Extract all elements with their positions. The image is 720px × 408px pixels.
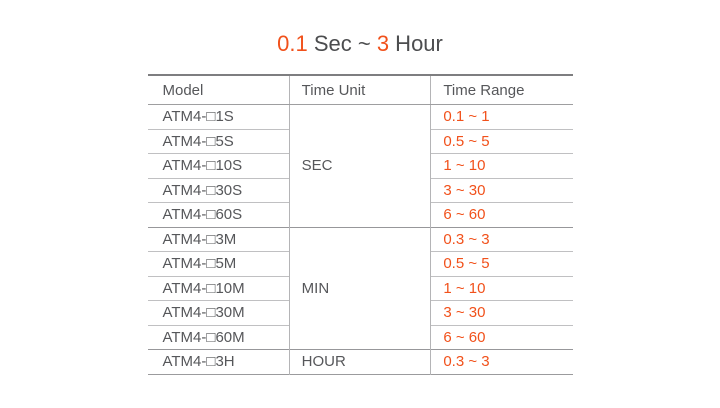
column-header-model: Model (147, 75, 290, 105)
table-row: ATM4-□5M 0.5 ~ 5 (147, 251, 573, 276)
table-row: ATM4-□30M 3 ~ 30 (147, 300, 573, 325)
unit-cell-hour: HOUR (288, 349, 431, 374)
range-cell: 6 ~ 60 (430, 202, 573, 227)
model-cell: ATM4-□10S (147, 153, 290, 178)
range-cell: 0.1 ~ 1 (430, 104, 573, 129)
model-cell: ATM4-□10M (147, 275, 290, 301)
model-cell: ATM4-□60S (147, 202, 290, 227)
table-row: ATM4-□3M MIN 0.3 ~ 3 (147, 226, 573, 350)
title-min-value: 0.1 (277, 31, 308, 56)
range-cell: 0.3 ~ 3 (430, 349, 573, 374)
column-header-time-unit: Time Unit (288, 75, 431, 105)
table-row: ATM4-□5S 0.5 ~ 5 (147, 128, 573, 154)
title-max-unit: Hour (389, 31, 443, 56)
unit-cell-min: MIN (288, 226, 431, 350)
range-cell: 0.3 ~ 3 (430, 226, 573, 252)
table-row: ATM4-□10M 1 ~ 10 (147, 275, 573, 301)
unit-cell-sec: SEC (288, 104, 431, 227)
table-row: ATM4-□3H HOUR 0.3 ~ 3 (147, 349, 573, 374)
table-row: ATM4-□60M 6 ~ 60 (147, 324, 573, 350)
table-row: ATM4-□30S 3 ~ 30 (147, 177, 573, 203)
model-cell: ATM4-□5M (147, 251, 290, 276)
model-cell: ATM4-□30M (147, 300, 290, 325)
range-cell: 0.5 ~ 5 (430, 251, 573, 276)
title-min-unit: Sec ~ (307, 31, 377, 56)
table-row: ATM4-□60S 6 ~ 60 (147, 202, 573, 227)
model-cell: ATM4-□1S (147, 104, 290, 129)
table-row: ATM4-□10S 1 ~ 10 (147, 153, 573, 178)
range-cell: 1 ~ 10 (430, 153, 573, 178)
column-header-time-range: Time Range (430, 75, 573, 105)
range-cell: 3 ~ 30 (430, 177, 573, 203)
range-cell: 6 ~ 60 (430, 324, 573, 350)
page-title: 0.1 Sec ~ 3 Hour (0, 0, 720, 57)
model-cell: ATM4-□30S (147, 177, 290, 203)
range-cell: 1 ~ 10 (430, 275, 573, 301)
table-row: ATM4-□1S SEC 0.1 ~ 1 (147, 104, 573, 227)
table-header: Model Time Unit Time Range (147, 75, 573, 105)
time-range-table: Model Time Unit Time Range ATM4-□1S SEC … (147, 74, 573, 375)
range-cell: 0.5 ~ 5 (430, 128, 573, 154)
range-cell: 3 ~ 30 (430, 300, 573, 325)
title-max-value: 3 (376, 31, 390, 56)
header-row: Model Time Unit Time Range (147, 75, 573, 105)
model-cell: ATM4-□3M (147, 226, 290, 252)
model-cell: ATM4-□5S (147, 128, 290, 154)
model-cell: ATM4-□3H (147, 349, 290, 374)
model-cell: ATM4-□60M (147, 324, 290, 350)
